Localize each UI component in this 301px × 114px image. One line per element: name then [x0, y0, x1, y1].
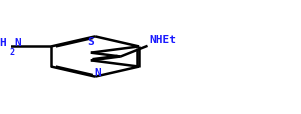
Text: S: S — [87, 36, 94, 46]
Text: H: H — [0, 38, 6, 47]
Text: NHEt: NHEt — [150, 34, 177, 44]
Text: N: N — [14, 38, 21, 47]
Text: 2: 2 — [10, 47, 14, 56]
Text: N: N — [95, 68, 101, 78]
